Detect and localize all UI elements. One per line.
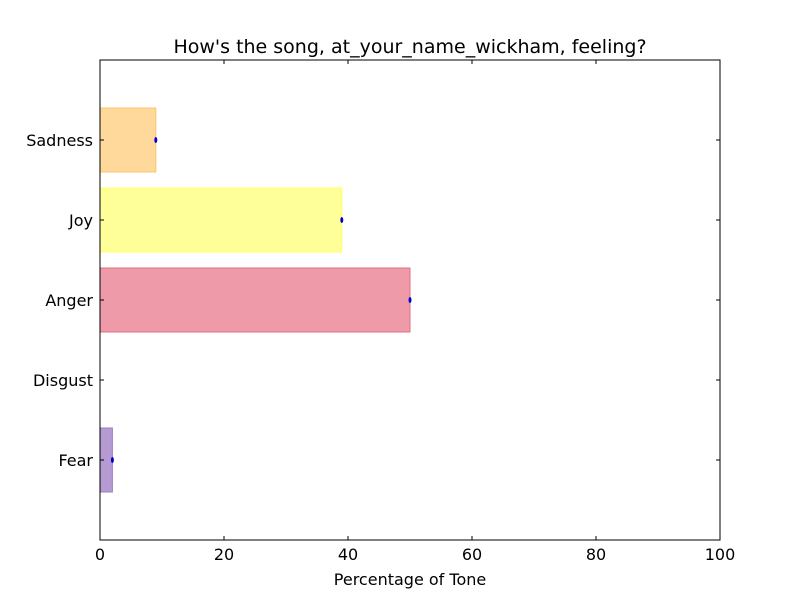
bars-layer xyxy=(99,107,411,493)
bar-joy xyxy=(99,187,343,253)
y-tick-label-sadness: Sadness xyxy=(26,131,93,150)
bar-marker-joy xyxy=(340,217,344,223)
y-tick-label-joy: Joy xyxy=(68,211,93,230)
chart-title: How's the song, at_your_name_wickham, fe… xyxy=(173,36,646,58)
y-tick-label-fear: Fear xyxy=(58,451,93,470)
bar-marker-sadness xyxy=(154,137,158,143)
x-tick-label-40: 40 xyxy=(338,545,358,564)
y-tick-label-anger: Anger xyxy=(45,291,93,310)
x-tick-label-0: 0 xyxy=(95,545,105,564)
x-tick-label-80: 80 xyxy=(586,545,606,564)
y-tick-label-disgust: Disgust xyxy=(33,371,93,390)
bar-marker-anger xyxy=(408,297,412,303)
x-axis-label: Percentage of Tone xyxy=(334,570,486,589)
bar-sadness xyxy=(99,107,157,173)
x-tick-label-100: 100 xyxy=(705,545,736,564)
x-tick-label-20: 20 xyxy=(214,545,234,564)
bar-anger xyxy=(99,267,411,333)
x-tick-label-60: 60 xyxy=(462,545,482,564)
bar-marker-fear xyxy=(110,457,114,463)
ticks-layer xyxy=(99,60,721,540)
markers-layer xyxy=(110,137,412,463)
labels-layer: Fear Disgust Anger Joy Sadness 0 20 40 60 80 100 xyxy=(26,131,735,564)
